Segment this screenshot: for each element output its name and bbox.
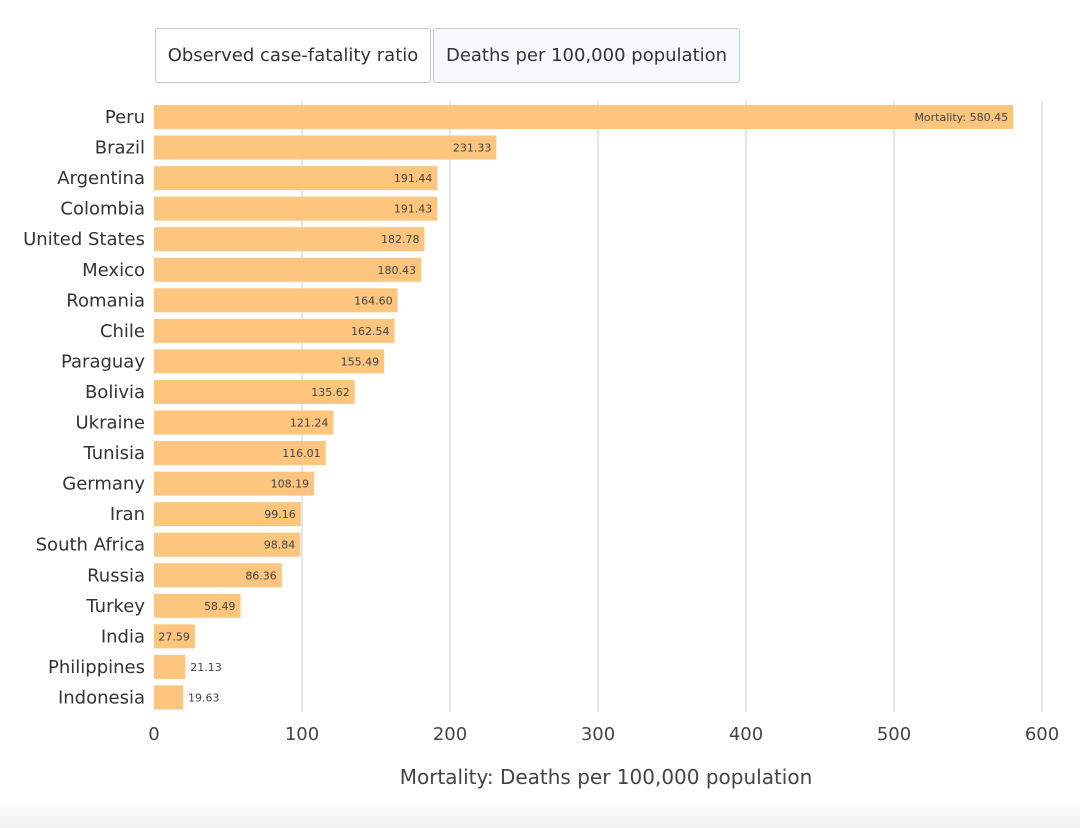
bar-turkey[interactable] xyxy=(154,593,241,618)
bar-peru[interactable] xyxy=(154,105,1014,129)
value-label: Mortality: 580.45 xyxy=(914,111,1008,124)
category-labels: Peru Brazil Argentina Colombia United States… xyxy=(23,107,145,708)
bar-iran[interactable] xyxy=(154,502,301,527)
bar-mexico[interactable] xyxy=(154,257,422,282)
value-label: 116.01 xyxy=(282,447,321,460)
value-label: 164.60 xyxy=(354,294,393,307)
x-axis-ticks: 0 100 200 300 400 500 600 xyxy=(148,724,1059,745)
category-label: Germany xyxy=(62,474,145,495)
bar-colombia[interactable] xyxy=(154,196,438,221)
category-label: Indonesia xyxy=(58,687,145,708)
bar-germany[interactable] xyxy=(154,471,315,496)
value-label: 182.78 xyxy=(381,233,420,246)
value-label: 27.59 xyxy=(158,630,190,643)
category-label: Brazil xyxy=(95,138,145,159)
category-label: South Africa xyxy=(36,535,145,556)
x-tick-label: 200 xyxy=(433,724,467,745)
value-label: 98.84 xyxy=(264,539,296,552)
value-label: 108.19 xyxy=(271,478,310,491)
category-label: Iran xyxy=(110,504,145,525)
value-label: 86.36 xyxy=(245,569,277,582)
bars xyxy=(154,105,1014,710)
x-axis-title: Mortality: Deaths per 100,000 population xyxy=(400,765,813,789)
category-label: Mexico xyxy=(82,260,145,281)
bar-south-africa[interactable] xyxy=(154,532,301,557)
bar-philippines[interactable] xyxy=(154,654,186,679)
category-label: United States xyxy=(23,229,145,250)
tab-deaths-per-100k[interactable]: Deaths per 100,000 population xyxy=(433,28,740,83)
bar-chile[interactable] xyxy=(154,318,395,343)
x-tick-label: 600 xyxy=(1025,724,1059,745)
bar-argentina[interactable] xyxy=(154,166,438,191)
value-label: 191.43 xyxy=(394,203,433,216)
category-label: Turkey xyxy=(85,596,145,617)
x-tick-label: 400 xyxy=(729,724,763,745)
bar-russia[interactable] xyxy=(154,563,282,588)
category-label: India xyxy=(101,626,145,647)
gridlines xyxy=(301,101,1043,712)
bar-bolivia[interactable] xyxy=(154,379,355,404)
value-label: 58.49 xyxy=(204,600,236,613)
value-label: 99.16 xyxy=(264,508,296,521)
tab-case-fatality-ratio[interactable]: Observed case-fatality ratio xyxy=(155,28,431,83)
value-label: 21.13 xyxy=(190,661,222,674)
x-tick-label: 300 xyxy=(581,724,615,745)
value-label: 135.62 xyxy=(311,386,350,399)
bar-indonesia[interactable] xyxy=(154,685,184,710)
bar-romania[interactable] xyxy=(154,288,398,313)
value-label: 191.44 xyxy=(394,172,433,185)
category-label: Paraguay xyxy=(61,351,145,372)
value-label: 231.33 xyxy=(453,142,492,155)
value-label: 180.43 xyxy=(378,264,417,277)
category-label: Romania xyxy=(66,290,145,311)
bar-ukraine[interactable] xyxy=(154,410,334,435)
category-label: Philippines xyxy=(48,657,145,678)
category-label: Peru xyxy=(105,107,145,128)
value-label: 162.54 xyxy=(351,325,390,338)
page-footer-shade xyxy=(0,800,1080,828)
category-label: Colombia xyxy=(60,199,145,220)
value-label: 19.63 xyxy=(188,691,220,704)
bar-tunisia[interactable] xyxy=(154,441,326,466)
value-label: 155.49 xyxy=(341,355,380,368)
x-tick-label: 100 xyxy=(285,724,319,745)
value-label: 121.24 xyxy=(290,417,329,430)
value-labels: Mortality: 580.45 231.33 191.44 191.43 182.7… xyxy=(158,111,1008,704)
category-label: Bolivia xyxy=(85,382,145,403)
category-label: Ukraine xyxy=(75,413,145,434)
category-label: Chile xyxy=(100,321,145,342)
bar-brazil[interactable] xyxy=(154,135,497,160)
metric-toggle: Observed case-fatality ratio Deaths per … xyxy=(155,28,740,83)
x-tick-label: 500 xyxy=(877,724,911,745)
bar-paraguay[interactable] xyxy=(154,349,385,374)
bar-india[interactable] xyxy=(154,624,195,649)
category-label: Tunisia xyxy=(83,443,146,464)
bar-united-states[interactable] xyxy=(154,227,425,252)
category-label: Argentina xyxy=(57,168,145,189)
x-tick-label: 0 xyxy=(148,724,159,745)
category-label: Russia xyxy=(87,565,145,586)
